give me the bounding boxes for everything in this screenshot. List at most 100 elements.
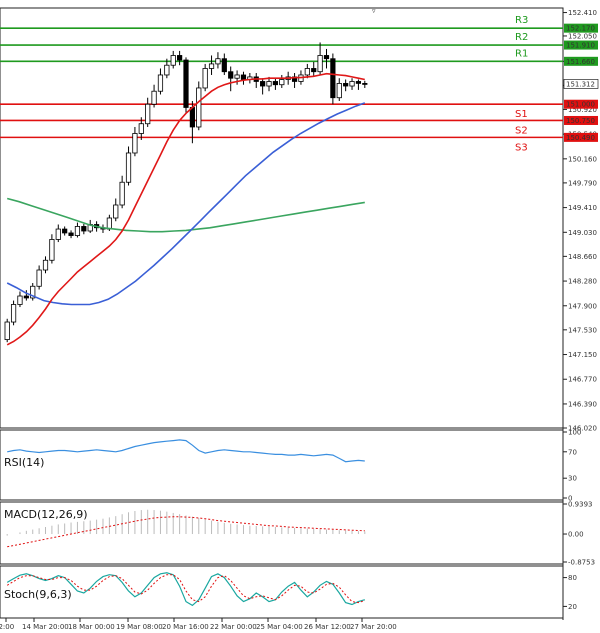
- candle-bull: [202, 68, 208, 89]
- level-label-s1: S1: [515, 109, 528, 120]
- candle-bull: [106, 217, 112, 230]
- time-tick-label: 25 Mar 04:00: [256, 623, 303, 631]
- candle-bull: [55, 228, 61, 240]
- level-value-label: 151.660: [566, 58, 595, 66]
- price-tick-label: 148.280: [568, 278, 597, 286]
- time-tick-label: 12:00: [0, 623, 14, 631]
- rsi-tick-label: 30: [568, 475, 577, 483]
- level-value-label: 150.490: [566, 134, 595, 142]
- stoch-k-line: [6, 572, 365, 607]
- candle-bear: [221, 58, 227, 73]
- candle-bear: [62, 228, 68, 234]
- price-tick-label: 149.790: [568, 179, 597, 187]
- stoch-d-line: [6, 574, 365, 604]
- candle-bear: [68, 232, 74, 236]
- price-tick-label: 152.050: [568, 32, 597, 40]
- level-value-box: [564, 99, 598, 109]
- price-tick-label: 150.920: [568, 106, 597, 114]
- stoch-label: Stoch(9,6,3): [4, 588, 72, 601]
- price-tick-label: 152.410: [568, 9, 597, 17]
- level-value-box: [564, 40, 598, 50]
- price-tick-label: 147.530: [568, 326, 597, 334]
- candle-bear: [311, 68, 317, 73]
- candle-bull: [317, 55, 323, 73]
- candle-bull: [42, 259, 49, 271]
- candle-bull: [336, 83, 342, 99]
- level-label-r2: R2: [515, 32, 528, 43]
- moving-averages: [6, 72, 366, 346]
- time-tick-label: 20 Mar 16:00: [162, 623, 209, 631]
- rsi-label: RSI(14): [4, 456, 44, 469]
- candle-bull: [145, 103, 151, 125]
- candle-bull: [279, 79, 285, 86]
- price-tick-label: 146.390: [568, 400, 597, 408]
- candle-bear: [343, 83, 349, 87]
- candle-bull: [4, 321, 10, 340]
- candle-bear: [260, 81, 266, 87]
- time-tick-label: 26 Mar 12:00: [304, 623, 351, 631]
- price-tick-label: 147.150: [568, 351, 597, 359]
- macd-tick-label: 0.9393: [568, 501, 593, 509]
- candle-bull: [113, 204, 119, 219]
- fast-ma-line: [6, 72, 365, 346]
- candle-bull: [157, 74, 164, 92]
- level-label-r1: R1: [515, 48, 528, 59]
- rsi-panel: [0, 429, 564, 501]
- macd-indicator: 0.9393 0.00 -0.8753: [6, 501, 595, 567]
- candle-bull: [138, 123, 144, 134]
- time-tick-label: 18 Mar 00:00: [68, 623, 115, 631]
- candle-bull: [132, 133, 138, 154]
- candle-bear: [228, 71, 234, 79]
- stoch-tick-label: 80: [568, 574, 577, 582]
- level-value-box: [564, 115, 598, 125]
- level-value-label: 151.000: [566, 101, 595, 109]
- candle-bull: [304, 68, 310, 76]
- level-value-box: [564, 56, 598, 66]
- level-value-box: [564, 132, 598, 142]
- time-tick-label: 19 Mar 08:00: [116, 623, 163, 631]
- stoch-tick-label: 20: [568, 603, 577, 611]
- candle-bull: [266, 81, 272, 87]
- candle-bull: [215, 58, 221, 65]
- rsi-tick-label: 0: [568, 495, 572, 503]
- price-tick-label: 150.160: [568, 155, 597, 163]
- candle-bull: [234, 74, 240, 79]
- candle-bear: [240, 74, 247, 80]
- price-tick-label: 146.770: [568, 376, 597, 384]
- rsi-line: [7, 439, 365, 463]
- rsi-indicator: 100 70 30 0: [7, 429, 581, 503]
- rsi-tick-label: 70: [568, 448, 577, 456]
- candle-bull: [10, 304, 17, 323]
- candle-bull: [74, 226, 81, 236]
- candle-bull: [170, 55, 176, 66]
- candle-bear: [81, 226, 87, 232]
- time-tick-label: 22 Mar 00:00: [210, 623, 257, 631]
- candle-bear: [183, 59, 189, 108]
- candle-bear: [177, 55, 183, 61]
- candle-bear: [323, 55, 330, 60]
- price-axis: 152.410152.050151.660151.290150.920150.5…: [563, 9, 599, 433]
- candle-bull: [125, 152, 132, 183]
- candle-bull: [196, 87, 202, 128]
- price-panel: [0, 7, 564, 429]
- macd-signal-line: [7, 516, 365, 548]
- candle-bull: [17, 295, 23, 305]
- candle-bull: [164, 64, 170, 76]
- price-tick-label: 146.020: [568, 425, 597, 433]
- level-label-r3: R3: [515, 15, 528, 26]
- candle-bull: [30, 285, 36, 299]
- level-label-s3: S3: [515, 142, 528, 153]
- candle-bull: [349, 81, 355, 87]
- candle-bear: [330, 58, 336, 99]
- time-tick-label: 14 Mar 20:00: [22, 623, 69, 631]
- slow-ma-line: [6, 197, 365, 233]
- candle-bear: [362, 83, 368, 85]
- level-value-label: 151.910: [566, 42, 595, 50]
- price-tick-label: 148.660: [568, 253, 597, 261]
- scroll-marker-icon[interactable]: ▿: [372, 7, 376, 15]
- candle-bull: [208, 63, 215, 69]
- mid-ma-line: [6, 102, 366, 306]
- candle-bear: [272, 81, 279, 86]
